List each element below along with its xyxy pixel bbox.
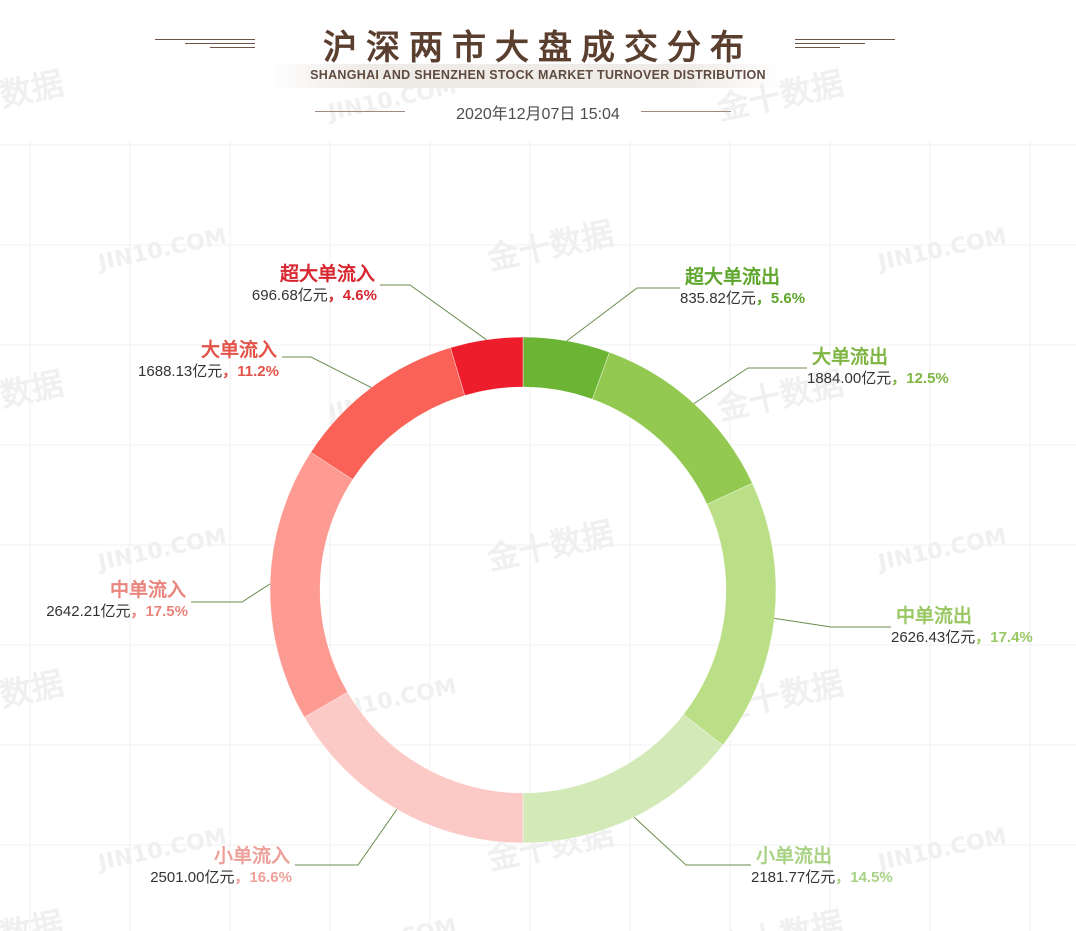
slice-percent-text: ，16.6%	[234, 869, 292, 886]
slice-label-name: 中单流出	[896, 604, 972, 627]
donut-slice-3	[683, 482, 777, 746]
slice-label-name: 大单流出	[812, 345, 888, 368]
donut-slice-4	[522, 714, 724, 844]
donut-slice-5	[304, 691, 524, 844]
donut-slice-6	[269, 452, 353, 718]
slice-label-value: 2501.00亿元，16.6%	[150, 869, 292, 886]
slice-label-value: 1884.00亿元，12.5%	[807, 370, 949, 387]
slice-label-name: 小单流出	[756, 844, 832, 867]
leader-line-4	[633, 816, 751, 866]
slice-percent-text: ，5.6%	[756, 290, 805, 307]
slice-value-text: 696.68亿元	[252, 287, 328, 304]
slice-label-name: 超大单流出	[684, 265, 780, 288]
slice-percent-text: ，12.5%	[891, 370, 949, 387]
slice-label-name: 超大单流入	[279, 262, 375, 285]
header: 沪深两市大盘成交分布 SHANGHAI AND SHENZHEN STOCK M…	[0, 0, 1076, 130]
slice-label-value: 2642.21亿元，17.5%	[46, 603, 188, 620]
slice-value-text: 835.82亿元	[680, 290, 756, 307]
page-title: 沪深两市大盘成交分布	[323, 28, 753, 68]
donut-ring	[269, 336, 777, 844]
date-divider-right	[641, 111, 731, 112]
leader-line-2	[693, 367, 807, 404]
donut-slice-8	[450, 336, 524, 396]
title-decoration-left	[155, 36, 255, 52]
slice-value-text: 2501.00亿元	[150, 869, 234, 886]
leader-line-3	[774, 617, 891, 628]
leader-line-6	[191, 583, 271, 603]
date-divider-left	[315, 111, 405, 112]
slice-percent-text: ，17.5%	[130, 603, 188, 620]
leader-line-5	[295, 809, 398, 866]
slice-label-value: 835.82亿元，5.6%	[680, 290, 805, 307]
leader-lines	[191, 284, 891, 866]
slice-label-value: 1688.13亿元，11.2%	[138, 363, 279, 380]
title-decoration-right	[795, 36, 895, 52]
slice-label-value: 696.68亿元，4.6%	[252, 287, 377, 304]
slice-label-name: 小单流入	[214, 844, 290, 867]
slice-percent-text: ，17.4%	[975, 629, 1033, 646]
leader-line-7	[282, 356, 372, 388]
leader-line-1	[566, 287, 680, 342]
slice-label-name: 大单流入	[201, 338, 277, 361]
slice-label-name: 中单流入	[110, 578, 186, 601]
slice-percent-text: ，14.5%	[835, 869, 893, 886]
slice-percent-text: ，11.2%	[222, 363, 279, 380]
slice-value-text: 1688.13亿元	[138, 363, 222, 380]
subtitle-band	[265, 64, 785, 88]
slice-value-text: 2642.21亿元	[46, 603, 130, 620]
slice-value-text: 2181.77亿元	[751, 869, 835, 886]
slice-value-text: 1884.00亿元	[807, 370, 891, 387]
slice-label-value: 2181.77亿元，14.5%	[751, 869, 893, 886]
slice-label-value: 2626.43亿元，17.4%	[891, 629, 1033, 646]
donut-slice-7	[310, 347, 466, 480]
date-time: 2020年12月07日 15:04	[456, 106, 620, 123]
slice-percent-text: ，4.6%	[328, 287, 377, 304]
slice-labels: 超大单流出 835.82亿元，5.6% 大单流出 1884.00亿元，12.5% 中单流…	[46, 262, 1033, 886]
donut-slice-2	[592, 351, 753, 505]
page-subtitle: SHANGHAI AND SHENZHEN STOCK MARKET TURNO…	[310, 68, 766, 82]
slice-value-text: 2626.43亿元	[891, 629, 975, 646]
leader-line-8	[380, 284, 487, 341]
